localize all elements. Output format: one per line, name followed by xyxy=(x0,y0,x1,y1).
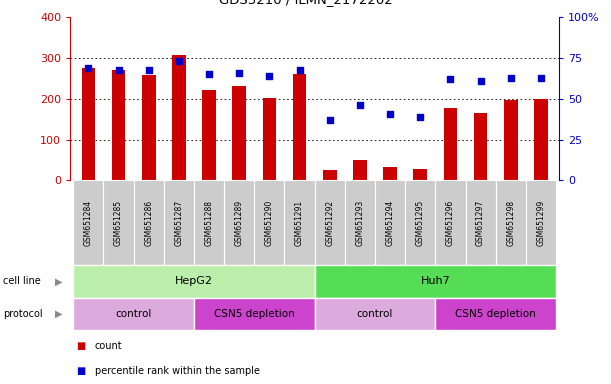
Bar xyxy=(194,180,224,265)
Bar xyxy=(285,180,315,265)
Point xyxy=(445,76,455,83)
Bar xyxy=(73,298,194,330)
Text: control: control xyxy=(115,309,152,319)
Point xyxy=(114,66,123,73)
Bar xyxy=(504,100,518,180)
Bar xyxy=(323,170,337,180)
Bar xyxy=(496,180,526,265)
Bar xyxy=(293,74,306,180)
Point xyxy=(506,74,516,81)
Bar xyxy=(254,180,285,265)
Bar xyxy=(73,180,103,265)
Text: GSM651295: GSM651295 xyxy=(415,200,425,246)
Text: Huh7: Huh7 xyxy=(420,276,450,286)
Bar xyxy=(315,298,436,330)
Bar xyxy=(526,180,556,265)
Bar xyxy=(112,70,125,180)
Text: GSM651292: GSM651292 xyxy=(325,200,334,246)
Text: ■: ■ xyxy=(76,366,86,376)
Bar xyxy=(164,180,194,265)
Bar xyxy=(436,298,556,330)
Text: CSN5 depletion: CSN5 depletion xyxy=(214,309,295,319)
Bar xyxy=(466,180,496,265)
Bar xyxy=(315,180,345,265)
Point xyxy=(174,58,184,65)
Bar xyxy=(142,75,156,180)
Text: ▶: ▶ xyxy=(56,309,63,319)
Bar xyxy=(474,113,488,180)
Point xyxy=(265,73,274,79)
Bar xyxy=(194,298,315,330)
Bar xyxy=(345,180,375,265)
Bar xyxy=(444,108,457,180)
Text: GSM651289: GSM651289 xyxy=(235,200,244,246)
Text: GSM651297: GSM651297 xyxy=(476,200,485,246)
Bar xyxy=(134,180,164,265)
Bar xyxy=(82,68,95,180)
Point xyxy=(144,66,153,73)
Text: GSM651298: GSM651298 xyxy=(507,200,515,246)
Text: GSM651293: GSM651293 xyxy=(356,200,364,246)
Text: GSM651285: GSM651285 xyxy=(114,200,123,246)
Text: GSM651291: GSM651291 xyxy=(295,200,304,246)
Text: protocol: protocol xyxy=(3,309,43,319)
Bar xyxy=(232,86,246,180)
Text: count: count xyxy=(95,341,122,351)
Point xyxy=(415,114,425,120)
Bar xyxy=(383,167,397,180)
Point xyxy=(385,111,395,117)
Bar xyxy=(353,160,367,180)
Point xyxy=(204,71,214,78)
Text: cell line: cell line xyxy=(3,276,41,286)
Bar xyxy=(172,55,186,180)
Text: GDS5210 / ILMN_2172202: GDS5210 / ILMN_2172202 xyxy=(219,0,392,6)
Bar xyxy=(263,98,276,180)
Text: HepG2: HepG2 xyxy=(175,276,213,286)
Bar xyxy=(73,265,315,298)
Bar xyxy=(534,99,547,180)
Point xyxy=(325,117,335,123)
Text: GSM651299: GSM651299 xyxy=(536,200,546,246)
Text: GSM651284: GSM651284 xyxy=(84,200,93,246)
Point xyxy=(84,65,93,71)
Text: ■: ■ xyxy=(76,341,86,351)
Text: ▶: ▶ xyxy=(56,276,63,286)
Text: GSM651287: GSM651287 xyxy=(174,200,183,246)
Text: CSN5 depletion: CSN5 depletion xyxy=(455,309,536,319)
Text: percentile rank within the sample: percentile rank within the sample xyxy=(95,366,260,376)
Text: GSM651288: GSM651288 xyxy=(205,200,214,246)
Bar xyxy=(315,265,556,298)
Point xyxy=(536,74,546,81)
Point xyxy=(355,103,365,109)
Bar xyxy=(405,180,436,265)
Point xyxy=(295,66,304,73)
Bar xyxy=(103,180,134,265)
Point xyxy=(476,78,486,84)
Text: GSM651290: GSM651290 xyxy=(265,200,274,246)
Bar xyxy=(414,169,427,180)
Text: GSM651294: GSM651294 xyxy=(386,200,395,246)
Text: GSM651286: GSM651286 xyxy=(144,200,153,246)
Bar xyxy=(375,180,405,265)
Bar xyxy=(436,180,466,265)
Bar xyxy=(202,90,216,180)
Point xyxy=(235,70,244,76)
Text: control: control xyxy=(357,309,393,319)
Bar xyxy=(224,180,254,265)
Text: GSM651296: GSM651296 xyxy=(446,200,455,246)
